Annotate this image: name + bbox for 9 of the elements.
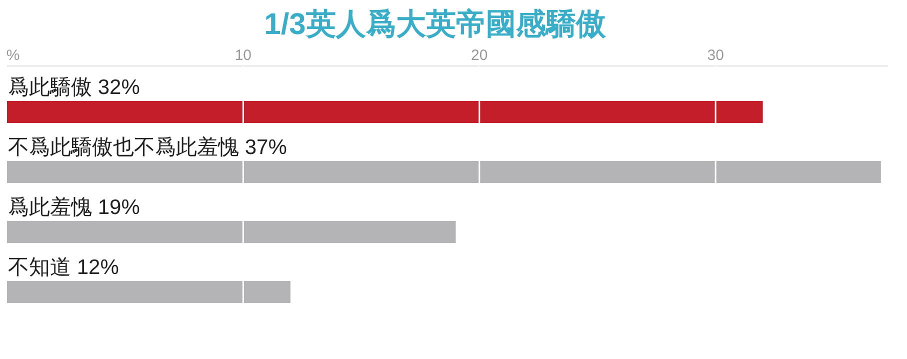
x-tick-label: 20	[471, 47, 488, 64]
category-label: 不爲此驕傲也不爲此羞愧 37%	[8, 136, 287, 159]
category-label: 爲此驕傲 32%	[8, 76, 140, 99]
x-tick-label: 10	[234, 47, 252, 64]
chart-title: 1/3英人爲大英帝國感驕傲	[264, 7, 607, 41]
x-tick-label: %	[6, 47, 20, 64]
category-label: 不知道 12%	[8, 256, 119, 279]
x-tick-label: 30	[707, 47, 724, 64]
category-label: 爲此羞愧 19%	[8, 196, 140, 219]
